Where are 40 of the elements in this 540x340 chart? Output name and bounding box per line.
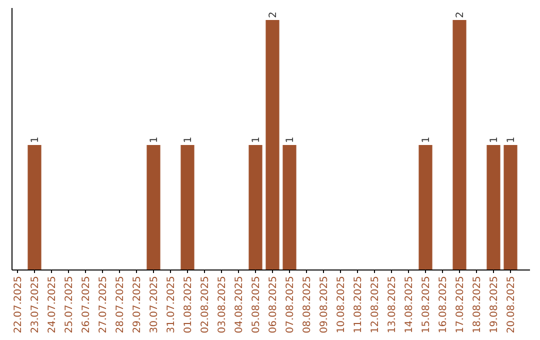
x-tick-label: 05.08.2025 bbox=[251, 276, 262, 334]
x-tick-label: 31.07.2025 bbox=[166, 276, 177, 334]
x-tick-label: 14.08.2025 bbox=[404, 276, 415, 334]
data-label: 1 bbox=[183, 136, 194, 143]
x-tick-label: 25.07.2025 bbox=[64, 276, 75, 334]
x-tick-label: 11.08.2025 bbox=[353, 276, 364, 334]
x-tick-label: 03.08.2025 bbox=[217, 276, 228, 334]
x-tick-label: 12.08.2025 bbox=[370, 276, 381, 334]
x-tick-label: 16.08.2025 bbox=[438, 276, 449, 334]
x-tick-label: 26.07.2025 bbox=[81, 276, 92, 334]
data-label: 1 bbox=[149, 136, 160, 143]
x-tick-label: 08.08.2025 bbox=[302, 276, 313, 334]
data-label: 2 bbox=[268, 12, 279, 18]
x-tick-label: 22.07.2025 bbox=[13, 276, 24, 334]
x-tick-label: 29.07.2025 bbox=[132, 276, 143, 334]
x-tick-label: 17.08.2025 bbox=[455, 276, 466, 334]
x-tick-label: 30.07.2025 bbox=[149, 276, 160, 334]
x-tick-label: 24.07.2025 bbox=[47, 276, 58, 334]
x-tick-label: 01.08.2025 bbox=[183, 276, 194, 334]
x-tick-label: 28.07.2025 bbox=[115, 276, 126, 334]
x-tick-label: 18.08.2025 bbox=[472, 276, 483, 334]
x-tick-label: 09.08.2025 bbox=[319, 276, 330, 334]
x-tick-label: 27.07.2025 bbox=[98, 276, 109, 334]
data-label: 1 bbox=[285, 136, 296, 143]
data-label: 1 bbox=[30, 136, 41, 143]
x-tick-label: 06.08.2025 bbox=[268, 276, 279, 334]
x-tick-label: 19.08.2025 bbox=[489, 276, 500, 334]
x-tick-label: 02.08.2025 bbox=[200, 276, 211, 334]
x-tick-label: 04.08.2025 bbox=[234, 276, 245, 334]
data-label: 1 bbox=[251, 136, 262, 143]
x-tick-label: 23.07.2025 bbox=[30, 276, 41, 334]
x-tick-label: 15.08.2025 bbox=[421, 276, 432, 334]
data-label: 2 bbox=[455, 12, 466, 18]
data-label: 1 bbox=[489, 136, 500, 143]
x-tick-label: 13.08.2025 bbox=[387, 276, 398, 334]
x-tick-label: 07.08.2025 bbox=[285, 276, 296, 334]
data-label: 1 bbox=[506, 136, 517, 143]
x-tick-label: 10.08.2025 bbox=[336, 276, 347, 334]
x-tick-label: 20.08.2025 bbox=[506, 276, 517, 334]
data-label: 1 bbox=[421, 136, 432, 143]
